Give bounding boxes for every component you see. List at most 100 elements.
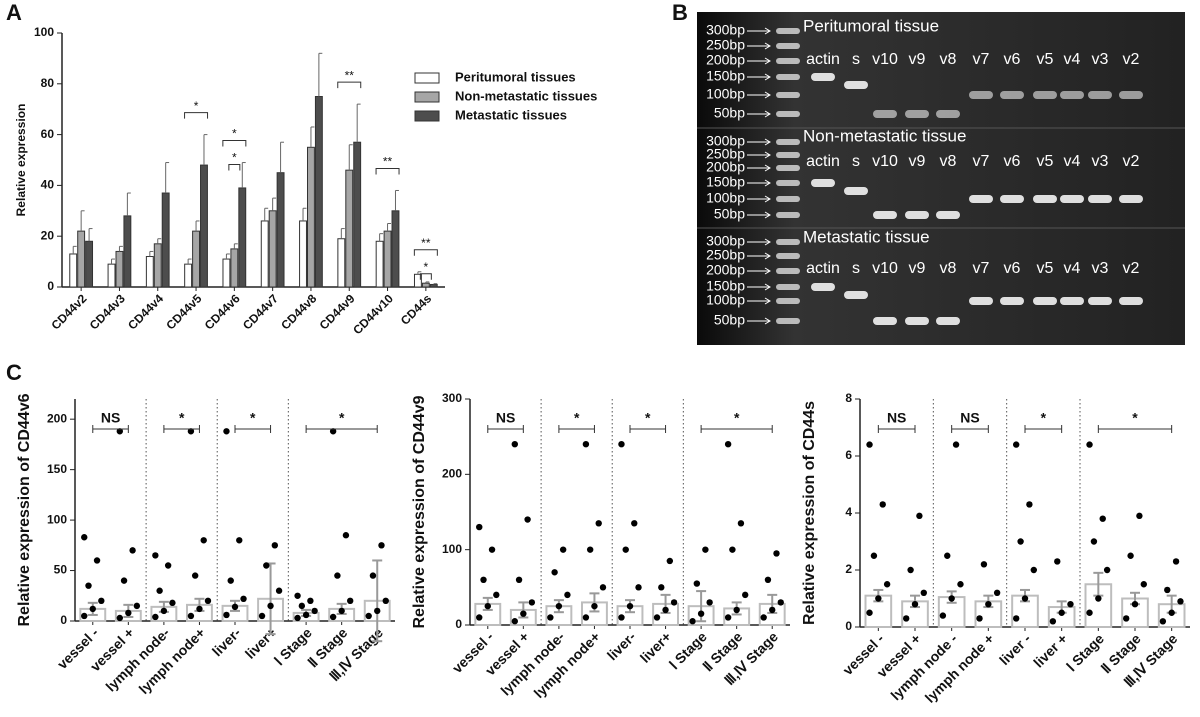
data-point bbox=[693, 580, 701, 587]
data-point bbox=[911, 601, 919, 608]
y-tick-label: 4 bbox=[845, 505, 852, 519]
ladder-band bbox=[776, 92, 800, 98]
data-point bbox=[511, 441, 518, 448]
lane-label: s bbox=[852, 153, 860, 170]
y-axis-title: Relative expression bbox=[14, 104, 28, 217]
gel-band bbox=[811, 179, 835, 187]
gel-band bbox=[1000, 91, 1024, 99]
x-tick-label: liver- bbox=[604, 628, 639, 663]
data-point bbox=[907, 566, 914, 574]
marker-label: 100bp bbox=[706, 86, 745, 102]
significance-bracket bbox=[877, 425, 916, 433]
data-point bbox=[993, 589, 1001, 596]
data-point bbox=[653, 614, 661, 621]
significance-label: * bbox=[339, 410, 345, 426]
gel-section-title: Peritumoral tissue bbox=[803, 16, 939, 35]
ladder-band bbox=[776, 180, 800, 186]
marker-arrow bbox=[747, 151, 771, 159]
data-point bbox=[879, 501, 886, 508]
data-point bbox=[985, 601, 992, 608]
bar bbox=[421, 282, 430, 288]
data-point bbox=[133, 602, 141, 610]
data-point bbox=[156, 587, 163, 594]
lane-label: v2 bbox=[1123, 260, 1140, 277]
lane-label: s bbox=[852, 51, 860, 68]
significance-label: ** bbox=[383, 155, 393, 169]
data-point bbox=[916, 512, 923, 520]
marker-label: 300bp bbox=[706, 233, 745, 249]
ladder-band bbox=[776, 212, 800, 218]
significance-label: * bbox=[194, 99, 199, 113]
data-point bbox=[347, 597, 354, 605]
data-point bbox=[866, 441, 873, 448]
data-point bbox=[948, 595, 955, 602]
gel-band bbox=[936, 110, 960, 118]
gel-band bbox=[1060, 91, 1084, 99]
significance-label: NS bbox=[101, 410, 120, 426]
marker-arrow bbox=[747, 238, 771, 246]
data-point bbox=[564, 591, 571, 599]
data-point bbox=[169, 599, 176, 607]
x-tick-label: CD44v8 bbox=[278, 291, 319, 332]
data-point bbox=[866, 609, 873, 616]
data-point bbox=[1090, 538, 1098, 545]
marker-arrow bbox=[747, 73, 771, 81]
bar bbox=[391, 210, 400, 288]
significance-label: NS bbox=[960, 410, 979, 426]
data-point bbox=[120, 577, 128, 584]
lane-label: v5 bbox=[1037, 51, 1054, 68]
bar bbox=[375, 240, 384, 288]
gel-band bbox=[873, 317, 897, 325]
lane-label: v8 bbox=[940, 260, 957, 277]
y-tick-label: 80 bbox=[41, 76, 55, 90]
data-point bbox=[773, 550, 780, 557]
bar bbox=[260, 220, 269, 288]
data-point bbox=[595, 520, 602, 527]
data-point bbox=[599, 584, 607, 591]
data-point bbox=[307, 597, 314, 605]
legend-swatch bbox=[414, 91, 440, 103]
data-point bbox=[342, 532, 350, 539]
data-point bbox=[160, 607, 168, 615]
marker-arrow bbox=[747, 57, 771, 65]
marker-arrow bbox=[747, 267, 771, 275]
gel-band bbox=[905, 110, 929, 118]
data-point bbox=[1136, 512, 1143, 520]
data-point bbox=[223, 428, 230, 435]
gel-band bbox=[811, 283, 835, 291]
y-tick-label: 8 bbox=[845, 391, 852, 405]
significance-label: * bbox=[250, 410, 256, 426]
data-point bbox=[275, 587, 283, 594]
marker-arrow bbox=[747, 179, 771, 187]
gel-band bbox=[1119, 195, 1143, 203]
x-tick-label: CD44v3 bbox=[87, 291, 128, 332]
data-point bbox=[231, 603, 239, 611]
data-point bbox=[85, 582, 92, 589]
marker-arrow bbox=[747, 283, 771, 291]
y-tick-label: 2 bbox=[845, 562, 852, 576]
bar bbox=[299, 220, 307, 288]
data-point bbox=[365, 612, 372, 620]
data-point bbox=[164, 562, 172, 569]
data-point bbox=[582, 614, 590, 621]
ladder-band bbox=[776, 196, 800, 202]
gel-band bbox=[905, 211, 929, 219]
bar bbox=[429, 283, 438, 288]
data-point bbox=[1013, 615, 1020, 622]
panel-label: A bbox=[6, 0, 22, 25]
significance-bracket bbox=[558, 425, 595, 433]
legend-swatch bbox=[414, 110, 440, 122]
significance-label: NS bbox=[887, 410, 906, 426]
x-tick-label: CD44v7 bbox=[240, 291, 281, 332]
marker-label: 250bp bbox=[706, 247, 745, 263]
data-point bbox=[658, 584, 665, 591]
data-point bbox=[1164, 586, 1171, 594]
significance-bracket bbox=[184, 112, 209, 119]
data-point bbox=[1030, 566, 1038, 574]
legend-label: Peritumoral tissues bbox=[455, 69, 576, 84]
data-point bbox=[1049, 618, 1057, 625]
x-tick-label: CD44v6 bbox=[202, 291, 243, 332]
ladder-band bbox=[776, 74, 800, 80]
data-point bbox=[702, 546, 709, 553]
significance-bracket bbox=[234, 425, 272, 433]
